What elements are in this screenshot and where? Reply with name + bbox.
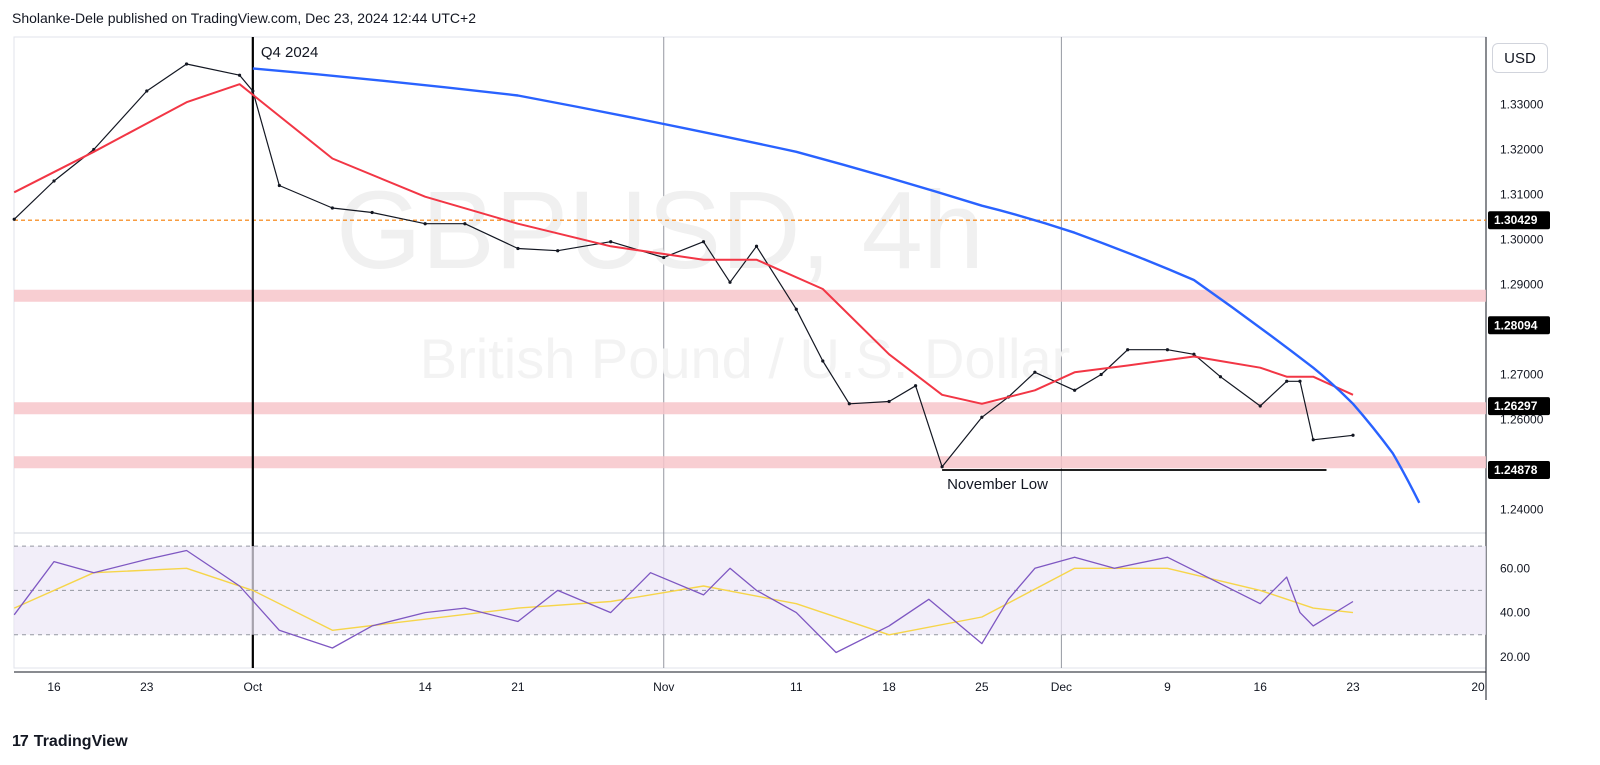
currency-button[interactable]: USD (1492, 43, 1548, 73)
price-point (463, 222, 467, 226)
price-axis-tick: 1.32000 (1500, 143, 1544, 157)
price-point (887, 399, 891, 404)
price-label-badge (1488, 316, 1550, 335)
price-label-text: 1.24878 (1494, 463, 1538, 477)
price-point (516, 246, 520, 251)
price-axis-tick: 1.24000 (1500, 503, 1544, 517)
support-resistance-zone (14, 456, 1486, 469)
price-point (12, 217, 16, 221)
price-point (1165, 348, 1170, 352)
price-point (913, 384, 918, 388)
price-axis-tick: 1.30000 (1500, 233, 1544, 247)
price-label-badge (1488, 397, 1550, 416)
november-low-label: November Low (947, 476, 1048, 493)
price-point (1099, 372, 1103, 377)
tradingview-logo[interactable]: 17 TradingView (12, 733, 128, 751)
price-point (1192, 352, 1196, 356)
price-label-text: 1.26297 (1494, 399, 1538, 413)
price-axis-tick: 1.26000 (1500, 413, 1544, 427)
price-point (237, 73, 242, 77)
price-point (277, 183, 281, 188)
symbol-watermark: GBPUSD, 4h (336, 169, 984, 292)
price-label-text: 1.30429 (1494, 213, 1538, 227)
price-point (1285, 379, 1289, 383)
time-axis-tick: 16 (1254, 680, 1268, 694)
price-point (1311, 438, 1315, 442)
time-axis-tick: 20 (1471, 680, 1485, 694)
rsi-axis-tick: 40.00 (1500, 606, 1530, 620)
price-axis-tick: 1.33000 (1500, 98, 1544, 112)
time-axis-tick: 23 (1346, 680, 1360, 694)
time-axis-tick: Dec (1051, 680, 1072, 694)
price-label-badge (1488, 211, 1550, 230)
price-point (251, 89, 255, 93)
price-point (1126, 348, 1130, 352)
price-point (1351, 433, 1355, 437)
price-point (940, 465, 944, 469)
time-axis-tick: 11 (790, 680, 803, 694)
price-point (1258, 404, 1262, 408)
price-point (370, 210, 374, 215)
price-point (1298, 379, 1302, 383)
price-point (52, 179, 56, 183)
trend-curve (252, 67, 1421, 504)
time-axis-tick: 25 (975, 680, 989, 694)
price-point (330, 206, 334, 210)
price-point (662, 255, 666, 260)
price-axis-tick: 1.27000 (1500, 368, 1544, 382)
support-resistance-zone (14, 402, 1486, 415)
price-label-text: 1.28094 (1494, 318, 1538, 332)
price-point (754, 244, 759, 248)
price-point (701, 240, 706, 244)
price-point (145, 89, 149, 93)
time-axis-tick: 9 (1164, 680, 1171, 694)
price-axis-tick: 1.31000 (1500, 188, 1544, 202)
price-point (1218, 375, 1223, 379)
price-point (794, 307, 798, 311)
tradingview-logo-icon: 17 (12, 733, 29, 750)
price-point (980, 415, 984, 419)
time-axis-tick: Oct (243, 680, 262, 694)
price-axis-tick: 1.29000 (1500, 278, 1544, 292)
publisher-header: Sholanke-Dele published on TradingView.c… (12, 10, 476, 26)
time-axis-tick: 23 (140, 680, 154, 694)
price-point (184, 62, 189, 66)
price-label-badge (1488, 460, 1550, 479)
price-point (1073, 388, 1077, 392)
description-watermark: British Pound / U.S. Dollar (420, 327, 1070, 390)
q4-label: Q4 2024 (261, 44, 319, 61)
time-axis-tick: Nov (653, 680, 674, 694)
time-axis-tick: 14 (418, 680, 432, 694)
tradingview-logo-text: TradingView (33, 733, 128, 750)
price-point (847, 402, 851, 406)
ema-line (13, 83, 1354, 405)
time-axis-tick: 18 (882, 680, 896, 694)
rsi-line (13, 549, 1354, 654)
support-resistance-zone (14, 289, 1486, 302)
price-point (1033, 370, 1037, 374)
time-axis-tick: 21 (511, 680, 525, 694)
rsi-axis-tick: 20.00 (1500, 650, 1530, 664)
price-point (609, 240, 613, 244)
price-point (556, 249, 560, 253)
price-point (821, 359, 825, 363)
rsi-axis-tick: 60.00 (1500, 561, 1530, 575)
price-point (423, 222, 427, 226)
price-point (728, 280, 732, 284)
time-axis-tick: 16 (47, 680, 61, 694)
rsi-ma-line (13, 567, 1354, 636)
